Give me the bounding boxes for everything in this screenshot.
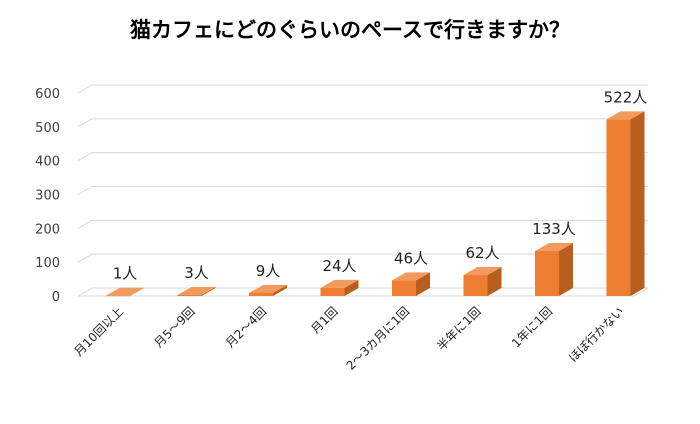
x-tick-label: 月2～4回 — [223, 304, 269, 350]
data-label: 133人 — [532, 220, 576, 238]
x-tick-label: ほぼ行かない — [566, 304, 627, 365]
gridline-depth — [77, 219, 93, 229]
bar-side — [344, 279, 359, 296]
bar — [535, 243, 573, 296]
bar-top — [320, 279, 359, 288]
x-tick-label: 2～3カ月に1回 — [344, 304, 413, 373]
x-axis: 月10回以上 月5～9回 月2～4回 月1回 2～3カ月に1回 半年に1回 1年に1回 ほぼ行… — [71, 304, 626, 373]
x-tick-label: 月1回 — [308, 304, 340, 336]
bar — [177, 286, 216, 296]
bar-top — [535, 243, 573, 252]
bar — [249, 284, 287, 296]
bar-front — [463, 275, 488, 296]
bar-side — [416, 272, 430, 296]
bar-top — [249, 284, 287, 293]
data-labels: 1人 3人 9人 24人 46人 62人 133人 522人 — [113, 88, 648, 282]
x-tick-label: 月5～9回 — [151, 304, 197, 350]
bar-front — [106, 295, 130, 297]
bar-front — [535, 251, 559, 296]
bar-side — [487, 267, 502, 296]
bar-top — [463, 267, 502, 276]
gridline-depth — [77, 186, 93, 195]
chart-title: 猫カフェにどのぐらいのペースで行きますか？ — [130, 18, 570, 42]
x-tick-label: 半年に1回 — [434, 304, 483, 353]
bars — [106, 111, 645, 297]
y-tick-label: 400 — [35, 155, 60, 170]
gridlines — [77, 84, 649, 297]
y-tick-label: 600 — [35, 87, 60, 102]
bar-front — [249, 292, 273, 296]
y-tick-label: 0 — [52, 290, 60, 305]
gridline-depth — [77, 118, 93, 128]
y-axis: 0 100 200 300 400 500 600 — [35, 87, 60, 305]
data-label: 1人 — [113, 265, 138, 283]
data-label: 46人 — [394, 249, 428, 267]
x-tick-label: 月10回以上 — [71, 304, 126, 359]
y-tick-label: 500 — [35, 121, 60, 136]
bar-top — [392, 272, 430, 281]
data-label: 24人 — [322, 257, 356, 275]
y-tick-label: 300 — [35, 189, 60, 204]
gridline-depth — [77, 253, 93, 263]
bar-side — [559, 243, 573, 296]
bar-front — [392, 280, 416, 296]
bar — [106, 287, 144, 297]
gridline-depth — [77, 287, 93, 297]
floor-edge-depth — [633, 287, 649, 297]
bar-front — [177, 294, 202, 296]
bar — [320, 279, 359, 296]
data-label: 522人 — [604, 88, 648, 106]
bar-top — [177, 286, 216, 295]
bar-front — [320, 287, 345, 296]
x-tick-label: 1年に1回 — [509, 304, 555, 350]
data-label: 62人 — [465, 244, 499, 262]
gridline-depth — [77, 152, 93, 162]
bar-side — [630, 111, 645, 296]
bar-side — [130, 287, 144, 296]
bar — [606, 111, 645, 296]
bar — [463, 267, 502, 296]
bar-front — [606, 119, 631, 296]
data-label: 9人 — [256, 262, 281, 280]
bar-side — [201, 286, 216, 296]
bar — [392, 272, 430, 296]
bar-top — [606, 111, 645, 120]
bar-side — [273, 284, 287, 296]
gridline-depth — [77, 84, 93, 94]
data-label: 3人 — [184, 264, 209, 282]
bar-top — [106, 287, 144, 296]
y-tick-label: 100 — [35, 256, 60, 271]
y-tick-label: 200 — [35, 222, 60, 237]
